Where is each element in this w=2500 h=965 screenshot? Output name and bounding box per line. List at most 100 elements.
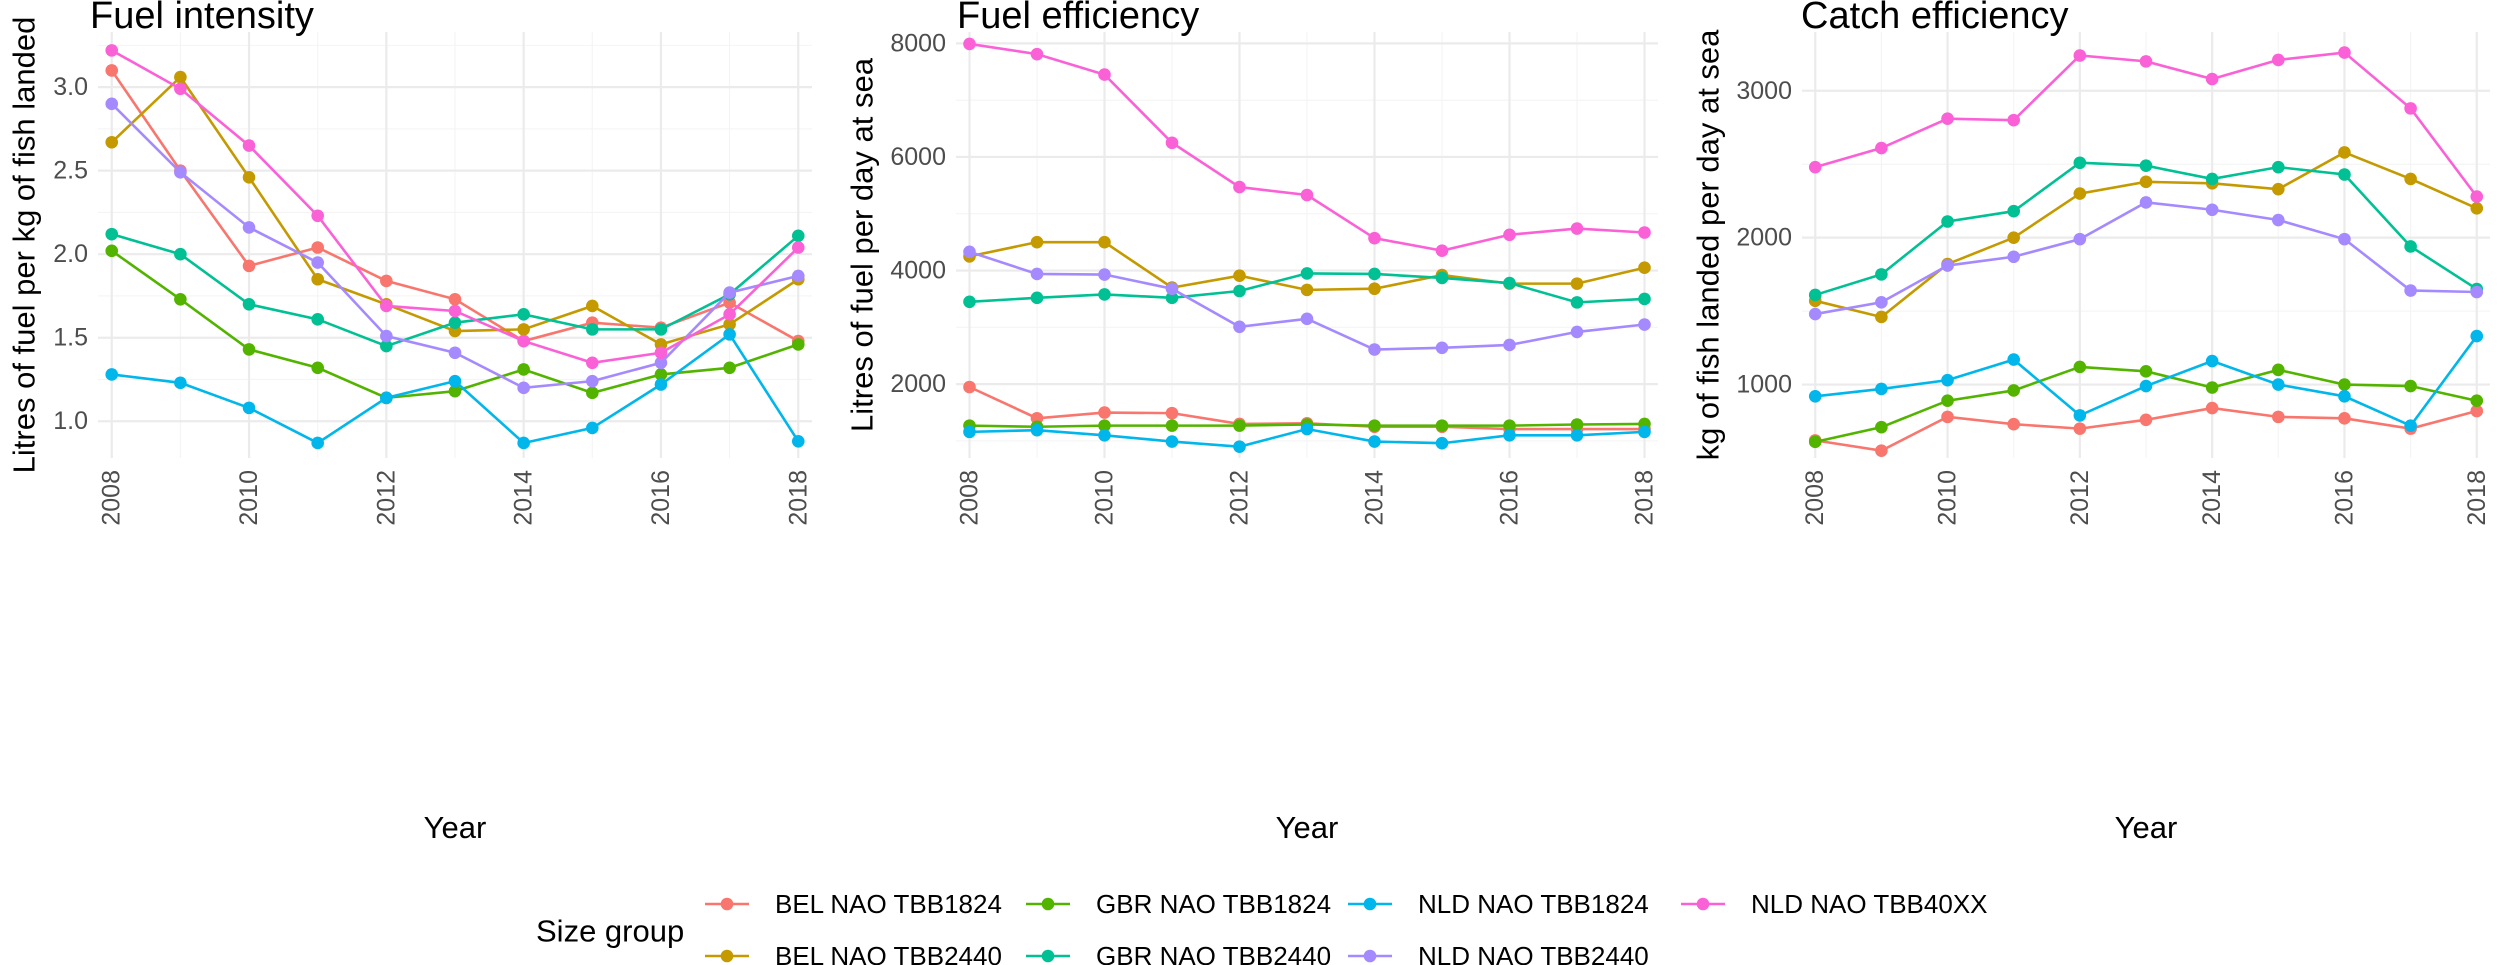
data-point-gbr-nao-tbb2440 (654, 323, 668, 336)
data-point-nld-nao-tbb1824 (1368, 435, 1381, 448)
y-tick-label: 2.5 (53, 157, 88, 185)
data-point-nld-nao-tbb1824 (1300, 422, 1314, 436)
data-point-gbr-nao-tbb2440 (1165, 291, 1179, 305)
data-point-nld-nao-tbb2440 (311, 256, 324, 269)
data-point-bel-nao-tbb2440 (105, 135, 119, 149)
data-point-nld-nao-tbb2440 (517, 381, 530, 395)
data-point-nld-nao-tbb2440 (2073, 232, 2087, 246)
data-point-nld-nao-tbb40xx (448, 304, 462, 318)
data-point-bel-nao-tbb1824 (2338, 412, 2351, 425)
data-point-gbr-nao-tbb1824 (1233, 419, 1246, 432)
legend-item-nld-nao-tbb2440: NLD NAO TBB2440 (1348, 941, 1649, 965)
data-point-gbr-nao-tbb1824 (2470, 394, 2484, 408)
data-point-bel-nao-tbb1824 (242, 259, 256, 273)
data-point-nld-nao-tbb1824 (517, 436, 530, 450)
data-point-bel-nao-tbb2440 (1570, 277, 1584, 290)
data-point-nld-nao-tbb1824 (1233, 440, 1246, 453)
x-tick-label: 2014 (2198, 470, 2226, 526)
data-point-nld-nao-tbb2440 (2272, 213, 2285, 227)
legend-label: BEL NAO TBB2440 (775, 941, 1002, 965)
legend-key-point (1363, 949, 1377, 963)
data-point-gbr-nao-tbb1824 (654, 368, 668, 381)
data-point-bel-nao-tbb2440 (1638, 261, 1651, 275)
data-point-nld-nao-tbb2440 (105, 97, 119, 111)
data-point-bel-nao-tbb2440 (2139, 175, 2153, 189)
data-point-gbr-nao-tbb2440 (2272, 160, 2285, 174)
panel-fuel-efficiency: 2008 2010 2012 2014 2016 2018 2000 4000 6000 8000… (845, 0, 1659, 845)
data-point-nld-nao-tbb2440 (1638, 318, 1651, 331)
data-point-nld-nao-tbb2440 (1030, 267, 1044, 281)
data-point-nld-nao-tbb40xx (242, 139, 256, 152)
data-point-gbr-nao-tbb1824 (1503, 419, 1516, 432)
data-point-gbr-nao-tbb2440 (2338, 168, 2351, 181)
data-point-gbr-nao-tbb2440 (242, 298, 256, 311)
data-point-nld-nao-tbb1824 (723, 328, 736, 341)
data-point-bel-nao-tbb2440 (1233, 269, 1246, 282)
x-axis-title: Year (1276, 810, 1339, 845)
data-point-gbr-nao-tbb1824 (174, 292, 187, 306)
data-point-bel-nao-tbb2440 (2007, 231, 2020, 244)
data-point-nld-nao-tbb40xx (2007, 113, 2020, 127)
x-tick-label: 2012 (2066, 470, 2094, 526)
data-point-nld-nao-tbb40xx (380, 299, 393, 313)
legend-key-point (1041, 949, 1055, 963)
x-tick-label: 2008 (1801, 470, 1829, 526)
data-point-gbr-nao-tbb1824 (2404, 379, 2417, 393)
data-point-nld-nao-tbb40xx (2272, 53, 2285, 67)
x-tick-label: 2010 (1934, 470, 1962, 526)
x-tick-label: 2018 (1631, 470, 1659, 526)
data-point-nld-nao-tbb40xx (2205, 72, 2219, 86)
legend-label: NLD NAO TBB40XX (1751, 889, 1988, 919)
data-point-gbr-nao-tbb1824 (1941, 394, 1954, 408)
data-point-bel-nao-tbb1824 (2139, 413, 2153, 427)
data-point-gbr-nao-tbb2440 (174, 247, 187, 261)
legend-item-gbr-nao-tbb2440: GBR NAO TBB2440 (1026, 941, 1331, 965)
data-point-bel-nao-tbb2440 (723, 318, 736, 331)
data-point-gbr-nao-tbb2440 (2139, 159, 2153, 172)
x-axis-title: Year (2115, 810, 2178, 845)
data-point-nld-nao-tbb40xx (2470, 190, 2484, 203)
legend: Size group BEL NAO TBB1824 GBR NAO TBB1824… (536, 889, 1988, 965)
data-point-gbr-nao-tbb1824 (1435, 419, 1449, 432)
data-point-nld-nao-tbb1824 (2007, 353, 2020, 366)
data-point-nld-nao-tbb1824 (2205, 354, 2219, 368)
data-point-bel-nao-tbb2440 (2272, 182, 2285, 196)
data-point-gbr-nao-tbb1824 (2139, 365, 2153, 378)
data-point-nld-nao-tbb40xx (1233, 180, 1246, 194)
y-axis-title: kg of fish landed per day at sea (1691, 29, 1726, 461)
data-point-nld-nao-tbb40xx (654, 346, 668, 360)
data-point-nld-nao-tbb2440 (723, 286, 736, 299)
y-axis-title: Litres of fuel per day at sea (845, 57, 880, 432)
data-point-bel-nao-tbb2440 (311, 272, 324, 286)
data-point-nld-nao-tbb2440 (791, 269, 805, 283)
data-point-gbr-nao-tbb2440 (1435, 271, 1449, 285)
legend-item-bel-nao-tbb2440: BEL NAO TBB2440 (705, 941, 1002, 965)
data-point-gbr-nao-tbb1824 (1875, 420, 1888, 434)
data-point-nld-nao-tbb40xx (1941, 112, 1954, 125)
data-point-gbr-nao-tbb2440 (791, 229, 805, 243)
data-point-gbr-nao-tbb2440 (1941, 215, 1954, 228)
legend-item-bel-nao-tbb1824: BEL NAO TBB1824 (705, 889, 1002, 919)
y-axis-title: Litres of fuel per kg of fish landed (7, 17, 42, 474)
y-tick-label: 2.0 (53, 240, 88, 268)
y-tick-label: 1.5 (53, 324, 88, 352)
data-point-nld-nao-tbb2440 (1435, 341, 1449, 355)
data-point-bel-nao-tbb1824 (1875, 444, 1888, 457)
x-tick-label: 2016 (1496, 470, 1524, 526)
data-point-nld-nao-tbb1824 (380, 391, 393, 405)
data-point-bel-nao-tbb2440 (1368, 282, 1381, 296)
data-point-gbr-nao-tbb2440 (105, 227, 119, 241)
data-point-bel-nao-tbb1824 (311, 241, 324, 254)
data-point-nld-nao-tbb2440 (2139, 196, 2153, 209)
data-point-bel-nao-tbb1824 (380, 274, 393, 288)
data-point-bel-nao-tbb1824 (2007, 417, 2020, 431)
data-point-gbr-nao-tbb1824 (1808, 435, 1822, 449)
data-point-nld-nao-tbb40xx (174, 82, 187, 96)
panel-fuel-intensity: 2008 2010 2012 2014 2016 2018 1.0 1.5 2.0 2.5 3.0 F… (7, 0, 813, 845)
data-point-bel-nao-tbb1824 (1941, 410, 1954, 424)
data-point-nld-nao-tbb1824 (2404, 419, 2417, 432)
legend-title: Size group (536, 914, 684, 949)
data-point-nld-nao-tbb40xx (1030, 47, 1044, 61)
y-tick-label: 2000 (1736, 224, 1792, 252)
data-point-nld-nao-tbb1824 (1435, 436, 1449, 450)
